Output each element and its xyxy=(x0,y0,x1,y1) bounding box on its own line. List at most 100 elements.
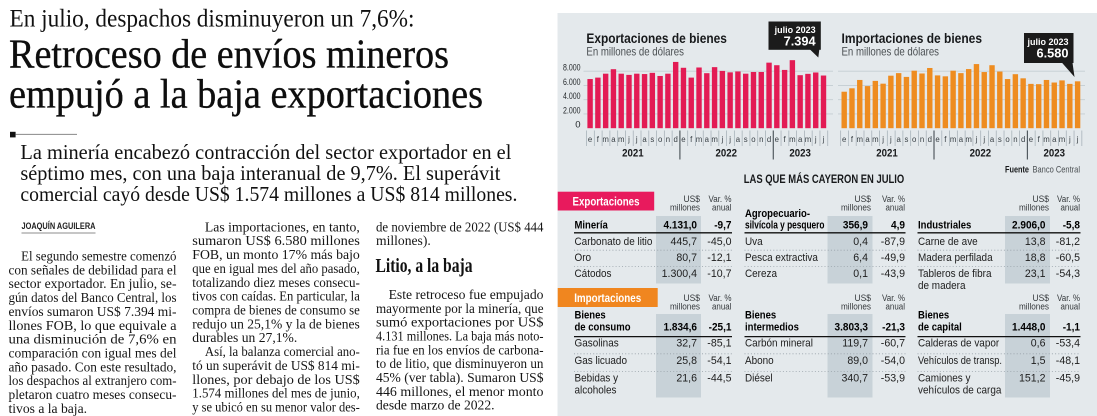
svg-text:-53,9: -53,9 xyxy=(881,373,905,385)
svg-text:j: j xyxy=(822,135,825,144)
svg-text:s: s xyxy=(998,135,1002,144)
svg-text:tivos con caídas. En particula: tivos con caídas. En particular, la xyxy=(192,289,359,304)
svg-text:-21,3: -21,3 xyxy=(882,321,905,333)
svg-text:a: a xyxy=(705,135,710,144)
svg-text:Industriales: Industriales xyxy=(918,220,971,232)
svg-text:los despachos al extranjero co: los despachos al extranjero com- xyxy=(9,373,177,388)
svg-text:millones: millones xyxy=(1019,302,1049,313)
svg-text:s: s xyxy=(744,135,748,144)
svg-text:j: j xyxy=(728,135,731,144)
svg-text:-54,0: -54,0 xyxy=(881,355,905,367)
svg-text:a: a xyxy=(611,135,616,144)
svg-text:Camiones y: Camiones y xyxy=(918,373,971,385)
svg-text:Var. %: Var. % xyxy=(882,194,905,205)
svg-text:una disminución de 7,6% en: una disminución de 7,6% en xyxy=(9,332,177,347)
svg-text:j: j xyxy=(982,135,985,144)
svg-text:Gas licuado: Gas licuado xyxy=(575,355,628,367)
svg-text:-54,1: -54,1 xyxy=(707,355,731,367)
svg-text:0,4: 0,4 xyxy=(853,236,868,248)
svg-text:e: e xyxy=(588,135,592,144)
svg-text:a: a xyxy=(798,135,803,144)
svg-text:-45,0: -45,0 xyxy=(707,236,731,248)
svg-text:18,8: 18,8 xyxy=(1025,252,1046,264)
svg-text:n: n xyxy=(759,135,763,144)
svg-text:-44,5: -44,5 xyxy=(707,373,731,385)
svg-text:-43,9: -43,9 xyxy=(881,268,905,280)
svg-text:1.448,0: 1.448,0 xyxy=(1012,321,1046,333)
svg-text:1.300,4: 1.300,4 xyxy=(662,268,697,280)
svg-text:s: s xyxy=(904,135,908,144)
svg-text:a: a xyxy=(896,135,901,144)
svg-text:intermedios: intermedios xyxy=(745,321,799,333)
svg-text:2022: 2022 xyxy=(970,147,992,159)
svg-text:anual: anual xyxy=(1061,203,1081,214)
svg-text:1,5: 1,5 xyxy=(1031,355,1046,367)
svg-text:Bebidas y: Bebidas y xyxy=(575,373,619,385)
svg-text:Bienes: Bienes xyxy=(918,309,949,321)
svg-text:-25,1: -25,1 xyxy=(709,321,732,333)
svg-text:empujó a la baja exportaciones: empujó a la baja exportaciones xyxy=(9,71,483,117)
svg-text:Cátodos: Cátodos xyxy=(575,268,613,280)
svg-text:6.000: 6.000 xyxy=(563,77,581,88)
svg-text:Este retroceso fue empujado: Este retroceso fue empujado xyxy=(389,287,544,302)
svg-text:1.574 millones del mes de juni: 1.574 millones del mes de junio, xyxy=(192,386,359,401)
svg-text:US$: US$ xyxy=(1033,293,1050,304)
svg-text:m: m xyxy=(857,135,864,144)
svg-text:con señales de debilidad para: con señales de debilidad para el xyxy=(9,262,177,277)
svg-text:n: n xyxy=(666,135,670,144)
svg-text:US$: US$ xyxy=(855,194,872,205)
svg-text:0: 0 xyxy=(575,120,580,131)
svg-text:j: j xyxy=(1068,135,1071,144)
svg-text:anual: anual xyxy=(712,302,732,313)
svg-text:millones: millones xyxy=(841,203,871,214)
svg-text:anual: anual xyxy=(712,203,732,214)
svg-text:-49,9: -49,9 xyxy=(881,252,905,264)
svg-text:durables un 27,1%.: durables un 27,1%. xyxy=(192,330,297,345)
svg-text:tó un superávit de US$ 814 mi-: tó un superávit de US$ 814 mi- xyxy=(192,358,360,373)
svg-text:d: d xyxy=(1021,135,1025,144)
svg-text:d: d xyxy=(928,135,932,144)
svg-text:m: m xyxy=(950,135,957,144)
svg-text:Litio, a la baja: Litio, a la baja xyxy=(376,256,473,277)
svg-text:m: m xyxy=(1043,135,1050,144)
svg-text:Agropecuario-: Agropecuario- xyxy=(745,208,810,220)
svg-text:2.906,0: 2.906,0 xyxy=(1012,220,1046,232)
svg-text:millones: millones xyxy=(841,302,871,313)
svg-text:sumaron US$ 6.580 millones: sumaron US$ 6.580 millones xyxy=(192,233,359,248)
svg-text:Bienes: Bienes xyxy=(745,309,776,321)
svg-text:j: j xyxy=(635,135,638,144)
svg-text:6.580: 6.580 xyxy=(1037,46,1069,61)
svg-text:gún datos del Banco Central, l: gún datos del Banco Central, los xyxy=(9,290,177,305)
svg-text:m: m xyxy=(789,135,796,144)
svg-text:Fuente: Fuente xyxy=(1005,165,1029,176)
svg-text:compra de bienes de consumo se: compra de bienes de consumo se xyxy=(192,303,359,318)
svg-text:m: m xyxy=(602,135,609,144)
svg-text:7.394: 7.394 xyxy=(784,33,817,48)
svg-text:El segundo semestre comenzó: El segundo semestre comenzó xyxy=(21,249,177,264)
svg-text:3.803,3: 3.803,3 xyxy=(835,321,869,333)
svg-text:45% (ver tabla). Sumaron US$: 45% (ver tabla). Sumaron US$ xyxy=(376,370,544,386)
svg-text:mayormente por la minería, que: mayormente por la minería, que xyxy=(376,301,544,316)
svg-text:j: j xyxy=(881,135,884,144)
svg-text:envíos sumaron US$ 7.394 mi-: envíos sumaron US$ 7.394 mi- xyxy=(9,304,177,319)
svg-text:US$: US$ xyxy=(1033,194,1050,205)
svg-text:Importaciones: Importaciones xyxy=(574,293,641,305)
svg-text:6,4: 6,4 xyxy=(853,252,868,264)
svg-text:2023: 2023 xyxy=(789,147,811,159)
svg-text:-1,1: -1,1 xyxy=(1063,321,1080,333)
svg-text:que en igual mes del año pasad: que en igual mes del año pasado, xyxy=(192,261,359,276)
svg-text:Var. %: Var. % xyxy=(882,293,905,304)
svg-text:En millones de dólares: En millones de dólares xyxy=(586,45,684,59)
svg-text:o: o xyxy=(912,135,917,144)
svg-text:Madera perfilada: Madera perfilada xyxy=(918,252,993,264)
svg-text:totalizando diez meses consecu: totalizando diez meses consecu- xyxy=(192,275,360,290)
svg-text:j: j xyxy=(720,135,723,144)
svg-text:m: m xyxy=(872,135,879,144)
svg-text:25,8: 25,8 xyxy=(676,355,697,367)
svg-text:2.000: 2.000 xyxy=(563,105,581,116)
svg-text:-45,9: -45,9 xyxy=(1056,373,1080,385)
svg-text:e: e xyxy=(842,135,846,144)
svg-text:a: a xyxy=(736,135,741,144)
svg-text:silvícola y pesquero: silvícola y pesquero xyxy=(745,220,825,232)
svg-text:Var. %: Var. % xyxy=(1057,293,1080,304)
